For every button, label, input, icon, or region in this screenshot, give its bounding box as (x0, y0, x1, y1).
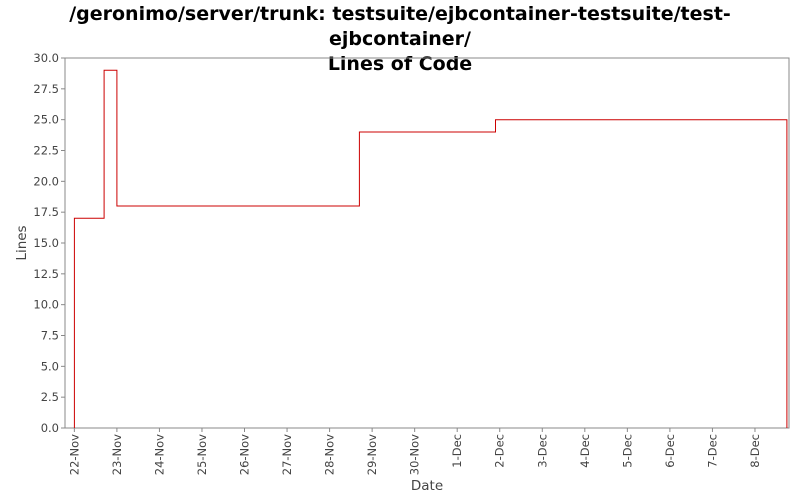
y-tick-label: 30.0 (33, 51, 59, 65)
x-tick-label: 5-Dec (620, 434, 634, 468)
x-tick-label: 26-Nov (238, 434, 252, 475)
x-tick-label: 7-Dec (705, 434, 719, 468)
x-tick-label: 8-Dec (748, 434, 762, 468)
y-tick-label: 15.0 (33, 236, 59, 250)
y-tick-label: 7.5 (41, 329, 59, 343)
x-tick-label: 28-Nov (323, 434, 337, 475)
y-tick-label: 25.0 (33, 113, 59, 127)
x-tick-label: 25-Nov (195, 434, 209, 475)
y-tick-label: 22.5 (33, 144, 59, 158)
y-tick-label: 17.5 (33, 205, 59, 219)
plot-area (64, 57, 790, 429)
y-axis-label: Lines (14, 225, 30, 260)
x-tick-label: 3-Dec (535, 434, 549, 468)
x-axis-label: Date (411, 478, 443, 494)
x-axis: 22-Nov 23-Nov 24-Nov 25-Nov 26-Nov 27-Nov 28-N… (67, 428, 762, 475)
x-tick-label: 23-Nov (110, 434, 124, 475)
x-tick-label: 4-Dec (578, 434, 592, 468)
y-tick-label: 2.5 (41, 390, 59, 404)
y-tick-label: 12.5 (33, 267, 59, 281)
x-tick-label: 29-Nov (365, 434, 379, 475)
y-tick-label: 20.0 (33, 174, 59, 188)
x-tick-label: 24-Nov (152, 434, 166, 475)
y-tick-label: 5.0 (41, 359, 59, 373)
x-tick-label: 1-Dec (450, 434, 464, 468)
series-line (73, 69, 788, 428)
x-tick-label: 6-Dec (663, 434, 677, 468)
chart-title-line1: /geronimo/server/trunk: testsuite/ejbcon… (69, 3, 731, 50)
y-tick-label: 27.5 (33, 82, 59, 96)
x-tick-label: 22-Nov (67, 434, 81, 475)
y-tick-label: 10.0 (33, 298, 59, 312)
x-tick-label: 30-Nov (408, 434, 422, 475)
y-tick-label: 0.0 (41, 421, 59, 435)
y-axis: 0.0 2.5 5.0 7.5 10.0 12.5 15.0 17.5 20.0 22.5 25.0… (33, 51, 65, 435)
x-tick-label: 27-Nov (280, 434, 294, 475)
x-tick-label: 2-Dec (493, 434, 507, 468)
